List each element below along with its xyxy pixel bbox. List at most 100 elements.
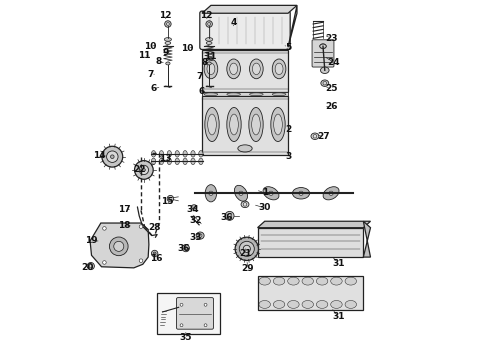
Ellipse shape [227,108,241,141]
Ellipse shape [135,161,153,179]
Ellipse shape [143,168,146,171]
Ellipse shape [331,277,342,285]
Text: 34: 34 [187,205,199,214]
Text: 11: 11 [138,51,150,60]
Ellipse shape [164,38,171,41]
Ellipse shape [167,195,173,202]
Bar [202,50,288,92]
Ellipse shape [165,21,171,27]
Text: 10: 10 [144,42,156,51]
Ellipse shape [302,277,314,285]
Ellipse shape [139,165,148,175]
Ellipse shape [166,62,170,65]
Ellipse shape [139,259,143,262]
Ellipse shape [238,145,252,152]
Ellipse shape [227,214,232,218]
Ellipse shape [196,232,204,239]
Ellipse shape [311,133,319,139]
Ellipse shape [109,237,128,256]
Ellipse shape [321,80,329,86]
Ellipse shape [159,158,164,165]
Text: 36: 36 [177,244,190,253]
Ellipse shape [273,301,285,309]
Text: 17: 17 [118,205,131,214]
Ellipse shape [182,244,190,252]
Ellipse shape [323,81,326,85]
Text: 14: 14 [94,151,106,160]
Ellipse shape [329,191,333,195]
Ellipse shape [206,41,212,44]
Ellipse shape [323,187,339,200]
Text: 36: 36 [220,213,233,222]
Ellipse shape [275,63,283,75]
Ellipse shape [345,301,357,309]
Ellipse shape [252,63,260,75]
Polygon shape [202,5,297,13]
Ellipse shape [102,261,106,264]
Text: 35: 35 [179,333,192,342]
Text: 24: 24 [328,58,340,67]
Ellipse shape [299,191,303,195]
Text: 12: 12 [200,10,213,19]
Ellipse shape [184,247,187,249]
Ellipse shape [102,226,106,230]
Ellipse shape [111,155,114,158]
Ellipse shape [207,63,215,75]
Ellipse shape [230,114,238,135]
Ellipse shape [167,158,171,165]
Bar [258,228,364,257]
Ellipse shape [234,185,247,201]
Ellipse shape [239,191,243,195]
Text: 4: 4 [231,18,238,27]
Ellipse shape [241,201,249,208]
Ellipse shape [293,188,310,199]
Ellipse shape [209,191,213,195]
Text: 12: 12 [159,10,171,19]
Ellipse shape [207,62,211,65]
Ellipse shape [227,93,241,96]
Text: 7: 7 [148,70,154,79]
Text: 11: 11 [204,52,216,61]
Text: 26: 26 [325,102,337,111]
Text: 18: 18 [118,221,130,230]
Ellipse shape [243,245,250,252]
Ellipse shape [259,301,270,309]
Text: 21: 21 [240,249,252,258]
Text: 7: 7 [196,72,203,81]
Text: 25: 25 [325,84,337,93]
Text: 32: 32 [189,216,202,225]
Text: 31: 31 [332,259,344,268]
Text: 2: 2 [286,125,292,134]
Ellipse shape [317,301,328,309]
Ellipse shape [183,150,187,157]
Ellipse shape [87,262,95,270]
Text: 29: 29 [242,265,254,274]
Ellipse shape [107,151,118,162]
Ellipse shape [263,187,279,200]
Ellipse shape [272,93,286,96]
Text: 23: 23 [325,34,337,43]
Bar [157,293,220,334]
Polygon shape [288,5,297,47]
Bar [202,92,288,96]
Text: 16: 16 [150,254,162,263]
Ellipse shape [191,150,195,157]
Ellipse shape [288,301,299,309]
Text: 19: 19 [85,237,98,246]
Ellipse shape [102,146,122,167]
Ellipse shape [273,277,285,285]
Ellipse shape [302,301,314,309]
Ellipse shape [205,108,219,141]
Text: 30: 30 [259,203,271,212]
Text: 6: 6 [198,86,204,95]
Ellipse shape [159,150,164,157]
Ellipse shape [199,150,203,157]
Ellipse shape [204,303,207,306]
Ellipse shape [235,237,258,261]
Text: 1: 1 [262,188,268,197]
Text: 3: 3 [286,152,292,161]
Ellipse shape [139,225,143,228]
Ellipse shape [345,277,357,285]
Ellipse shape [175,150,179,157]
Ellipse shape [320,67,329,73]
